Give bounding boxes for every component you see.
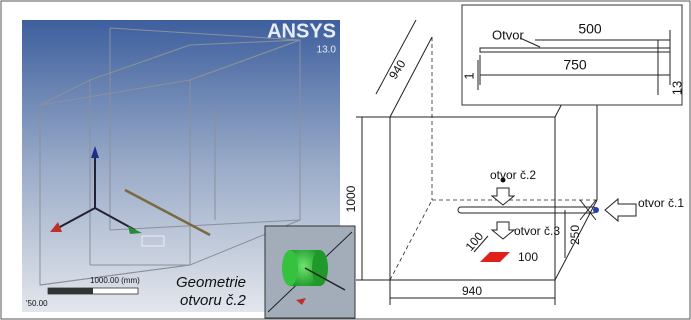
detail-right-dim: 13: [669, 81, 684, 95]
caption-line1: Geometrie: [176, 274, 246, 291]
detail-inset: [462, 5, 682, 105]
depth-dim: 940: [386, 57, 409, 82]
detail-inner-length: 500: [578, 21, 602, 37]
figure-canvas: ANSYS 13.0 1000.00 (mm) '50.00 Geometrie…: [0, 0, 691, 320]
hole-1-label: otvor č.1: [638, 196, 684, 210]
figure: ANSYS 13.0 1000.00 (mm) '50.00 Geometrie…: [0, 0, 691, 320]
logo: ANSYS: [267, 20, 336, 42]
hole-3-width: 100: [518, 250, 538, 264]
caption-line2: otvoru č.2: [180, 292, 247, 309]
scale-start: '50.00: [26, 299, 48, 308]
hole-2-label: otvor č.2: [490, 168, 536, 182]
width-dim: 940: [462, 284, 482, 298]
version: 13.0: [317, 45, 337, 56]
hole-height: 250: [568, 225, 582, 245]
hole-3-label: otvor č.3: [514, 224, 560, 238]
scale-label: 1000.00 (mm): [90, 276, 140, 285]
detail-label: Otvor: [492, 27, 524, 42]
hole-3-depth: 100: [463, 229, 487, 254]
height-dim: 1000: [344, 185, 358, 212]
detail-outer-length: 750: [563, 57, 587, 73]
detail-left-dim: 1: [461, 72, 476, 79]
